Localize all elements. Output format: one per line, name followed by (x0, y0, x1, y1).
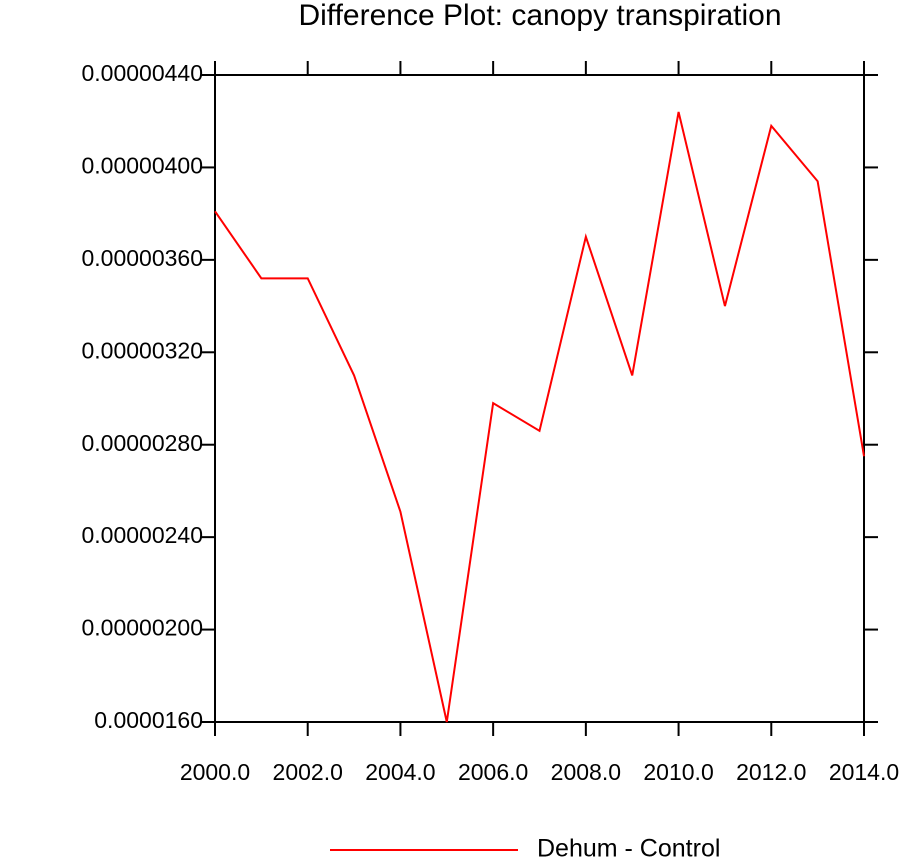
y-tick-label: 0.0000160 (94, 707, 203, 733)
plot-frame (214, 74, 865, 723)
y-tick-label: 0.00000280 (81, 430, 203, 456)
y-tick-label: 0.00000440 (81, 60, 203, 86)
y-tick-label: 0.00000320 (81, 337, 203, 363)
y-tick-label: 0.00000400 (81, 153, 203, 179)
x-tick-label: 2004.0 (365, 759, 435, 785)
x-tick-label: 2012.0 (736, 759, 806, 785)
x-tick-label: 2000.0 (180, 759, 250, 785)
x-tick-label: 2006.0 (458, 759, 528, 785)
data-line (214, 111, 865, 723)
legend-label: Dehum - Control (537, 835, 720, 861)
x-tick-label: 2010.0 (643, 759, 713, 785)
x-tick-label: 2002.0 (273, 759, 343, 785)
chart-title: Difference Plot: canopy transpiration (298, 0, 781, 32)
y-tick-label: 0.00000240 (81, 522, 203, 548)
y-tick-label: 0.00000360 (81, 245, 203, 271)
y-tick-label: 0.00000200 (81, 615, 203, 641)
x-tick-label: 2008.0 (551, 759, 621, 785)
x-tick-label: 2014.0 (829, 759, 899, 785)
